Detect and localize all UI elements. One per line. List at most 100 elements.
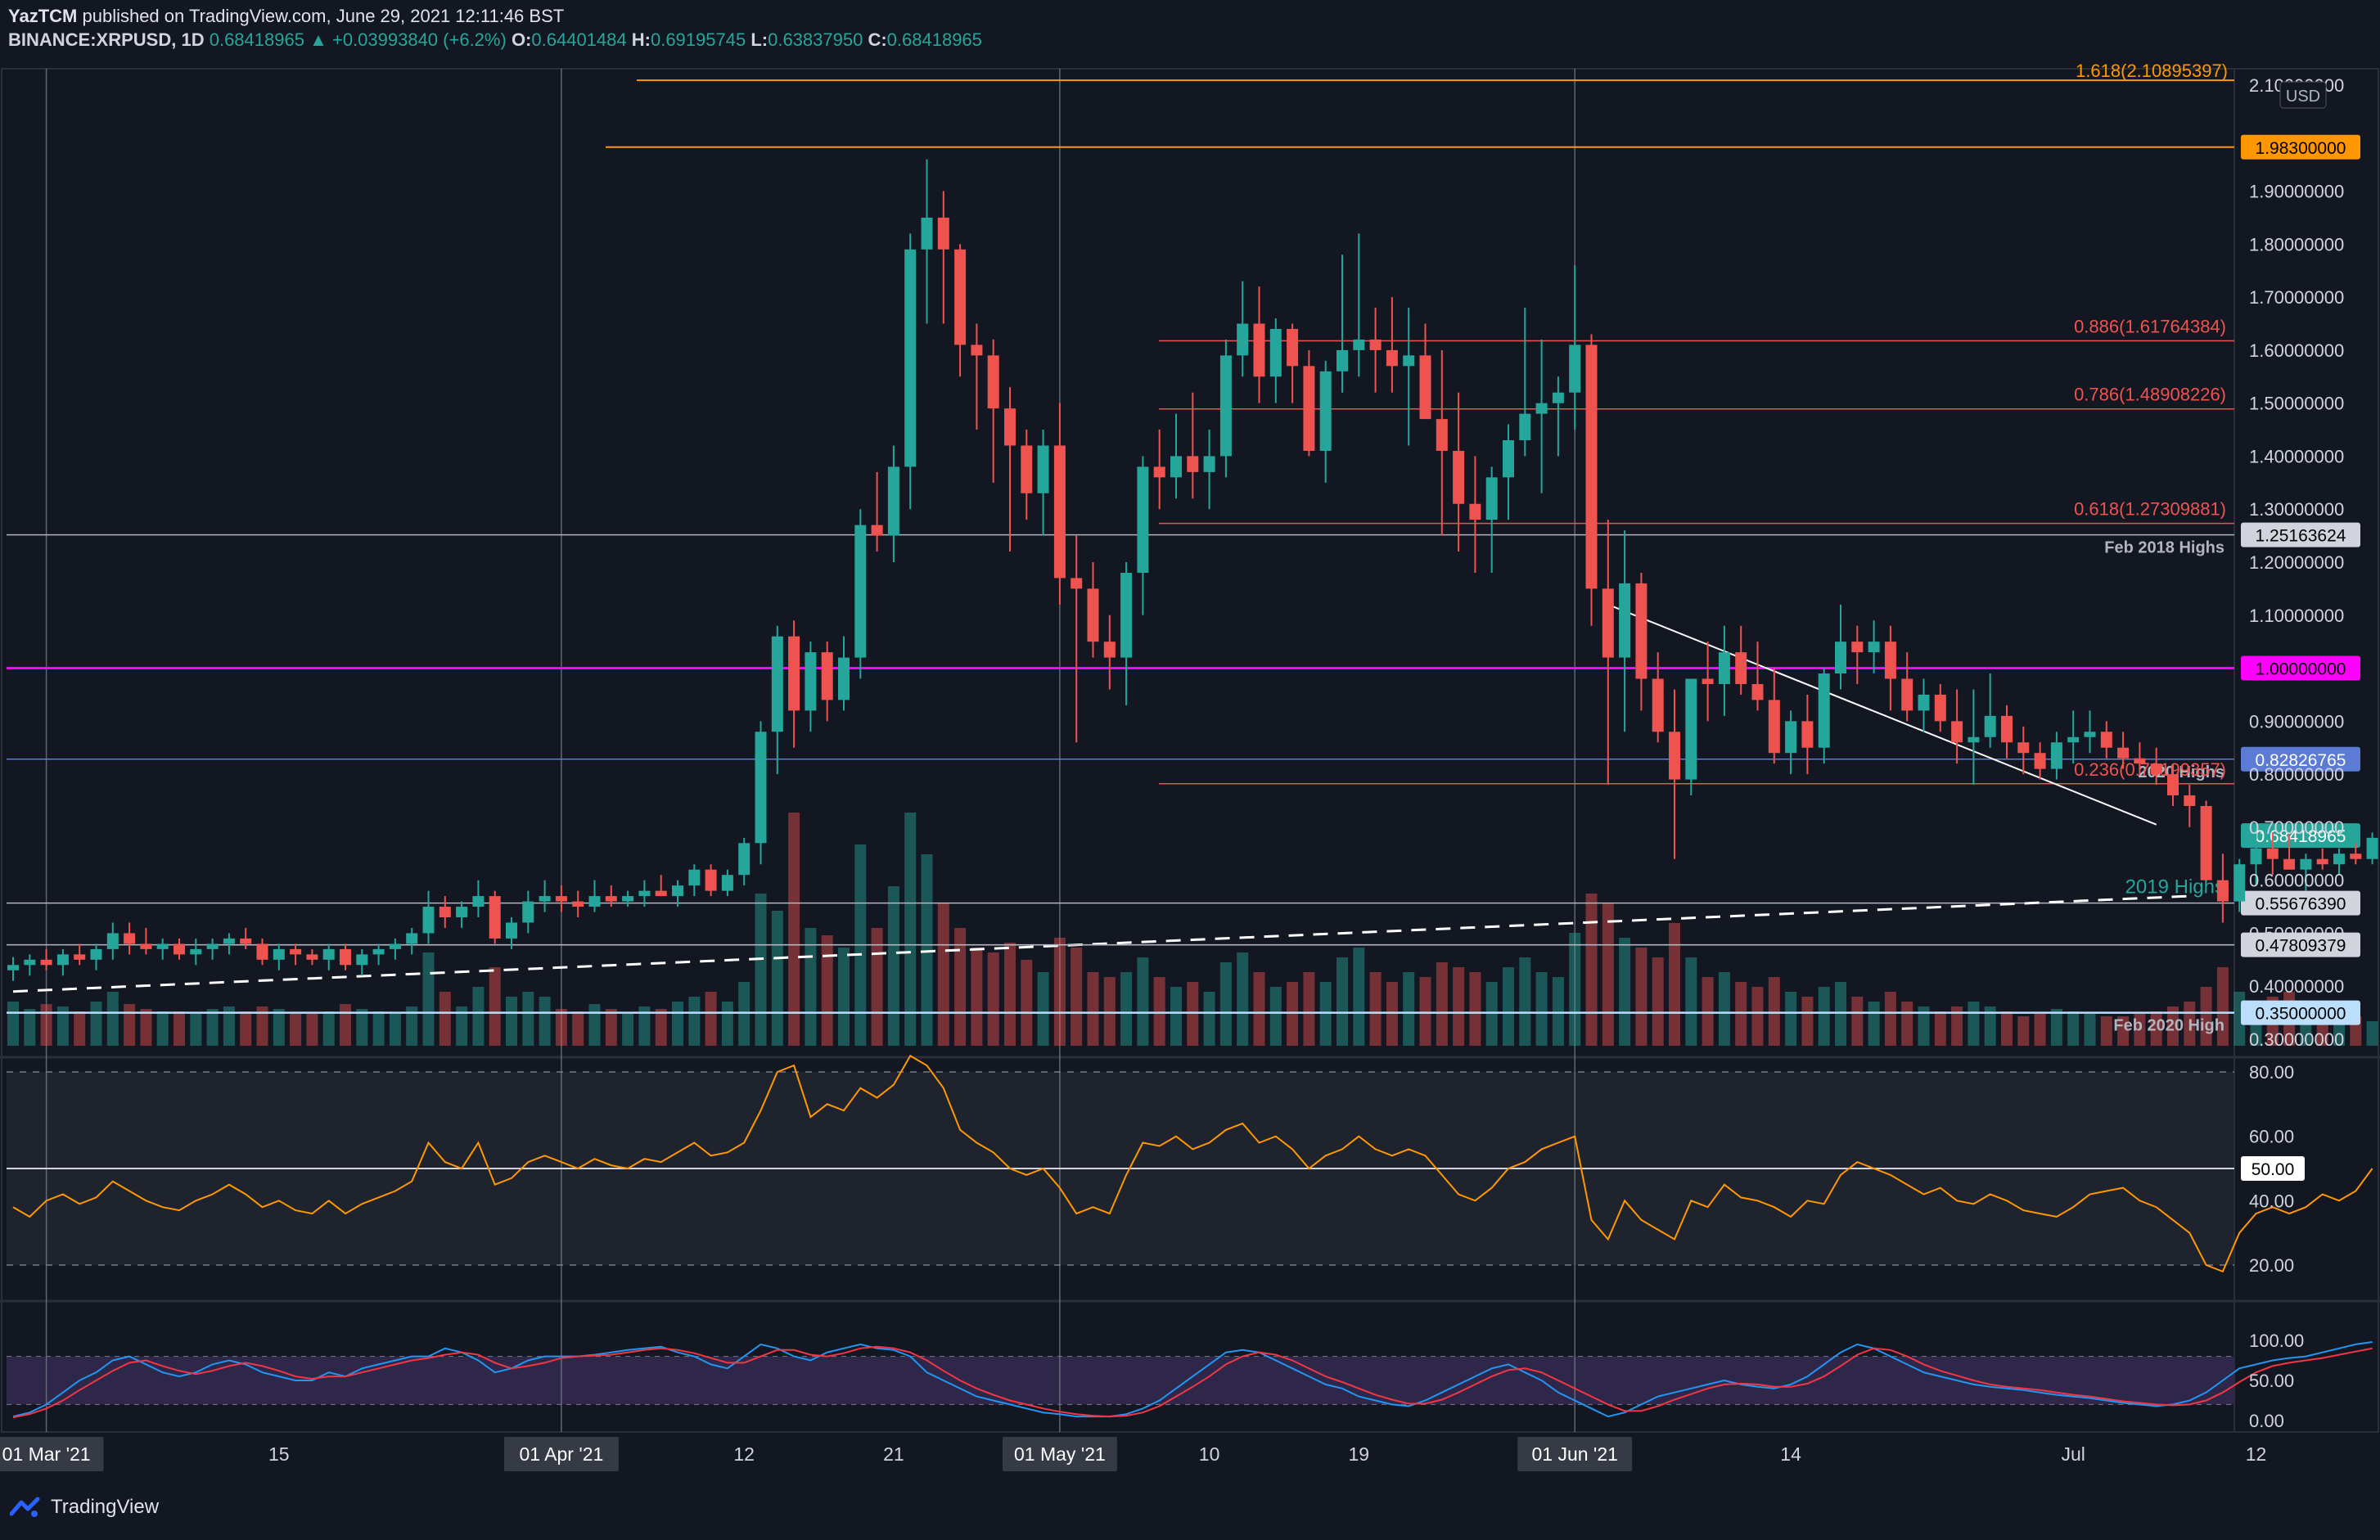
candle-body[interactable] [1485,477,1498,520]
candle-body[interactable] [422,907,435,934]
currency-badge[interactable] [2279,81,2327,109]
candle-body[interactable] [190,948,202,955]
symbol-label[interactable]: BINANCE:XRPUSD, 1D [8,29,205,50]
candle-body[interactable] [2366,837,2378,859]
candle-body[interactable] [273,948,285,960]
candle-body[interactable] [1386,349,1398,367]
candle-body[interactable] [1103,642,1116,658]
candle-body[interactable] [223,938,235,944]
candle-body[interactable] [1369,339,1382,350]
candle-body[interactable] [2234,864,2246,902]
candle-body[interactable] [7,965,19,970]
candle-body[interactable] [322,948,335,960]
candle-body[interactable] [356,954,368,966]
candle-body[interactable] [2084,732,2096,737]
candle-body[interactable] [2100,732,2112,748]
candle-body[interactable] [588,896,601,907]
candle-body[interactable] [887,466,899,536]
candle-body[interactable] [1968,736,1980,743]
candle-body[interactable] [1419,355,1431,420]
candle-body[interactable] [572,901,584,907]
candle-body[interactable] [1768,700,1780,754]
candle-body[interactable] [937,217,949,250]
candle-body[interactable] [1602,588,1614,658]
candle-body[interactable] [1868,642,1880,653]
tradingview-logo[interactable]: TradingView [9,1496,159,1519]
candle-body[interactable] [2216,880,2229,902]
candle-body[interactable] [539,896,551,902]
candle-body[interactable] [406,933,418,944]
candle-body[interactable] [672,885,683,897]
candle-body[interactable] [1718,652,1730,684]
candle-body[interactable] [1635,583,1648,679]
candle-body[interactable] [655,890,667,897]
candle-body[interactable] [954,249,967,345]
candle-body[interactable] [1901,678,1913,711]
candle-body[interactable] [124,933,136,944]
candle-body[interactable] [721,875,733,891]
candle-body[interactable] [2167,774,2179,796]
candle-body[interactable] [2300,858,2312,870]
candle-body[interactable] [489,896,501,939]
candle-body[interactable] [1137,466,1149,573]
candle-body[interactable] [2316,858,2328,865]
candle-body[interactable] [1503,440,1514,478]
candle-body[interactable] [638,890,651,897]
candle-body[interactable] [306,954,318,960]
candle-body[interactable] [256,943,268,960]
candle-body[interactable] [2266,848,2279,859]
candle-body[interactable] [522,901,534,923]
candle-body[interactable] [2250,848,2262,865]
candle-body[interactable] [372,948,385,955]
candle-body[interactable] [1037,445,1049,493]
candle-body[interactable] [1287,328,1299,367]
candle-body[interactable] [240,938,252,944]
candle-body[interactable] [2117,747,2130,759]
candle-body[interactable] [904,249,917,467]
candle-body[interactable] [1170,456,1182,478]
candle-body[interactable] [1336,349,1348,371]
candle-body[interactable] [90,948,102,960]
candle-body[interactable] [838,657,850,700]
candle-body[interactable] [771,636,783,732]
candle-body[interactable] [1669,732,1680,780]
candle-body[interactable] [1071,578,1083,589]
candle-body[interactable] [2017,742,2030,754]
candle-body[interactable] [1652,678,1664,732]
candle-body[interactable] [705,869,717,891]
candle-body[interactable] [206,943,219,949]
candle-body[interactable] [1851,642,1864,653]
candle-body[interactable] [688,869,701,886]
candle-body[interactable] [1818,673,1830,748]
candle-body[interactable] [605,896,617,902]
candle-body[interactable] [1918,694,1930,711]
candle-body[interactable] [1403,355,1415,367]
candle-body[interactable] [1801,721,1814,748]
candle-body[interactable] [1120,572,1133,658]
candle-body[interactable] [2350,853,2362,859]
candle-body[interactable] [1735,652,1747,684]
candle-body[interactable] [805,652,817,711]
candle-body[interactable] [1237,323,1249,356]
candle-body[interactable] [140,943,152,949]
author-name[interactable]: YazTCM [8,6,78,26]
candle-body[interactable] [2067,736,2080,743]
candle-body[interactable] [1319,371,1332,451]
candle-body[interactable] [1004,408,1016,446]
candle-body[interactable] [106,933,119,949]
candle-body[interactable] [2184,795,2196,806]
candle-body[interactable] [389,943,401,949]
candle-body[interactable] [456,907,468,918]
candle-body[interactable] [74,954,86,960]
candle-body[interactable] [987,355,999,409]
candle-body[interactable] [921,217,933,250]
candle-body[interactable] [1087,588,1099,642]
candle-body[interactable] [24,959,36,966]
candle-body[interactable] [1984,715,1996,737]
candle-body[interactable] [1785,721,1797,754]
candle-body[interactable] [174,943,185,955]
candle-body[interactable] [1934,694,1946,722]
candle-body[interactable] [439,907,451,918]
candle-body[interactable] [738,843,751,876]
candle-body[interactable] [40,959,52,966]
